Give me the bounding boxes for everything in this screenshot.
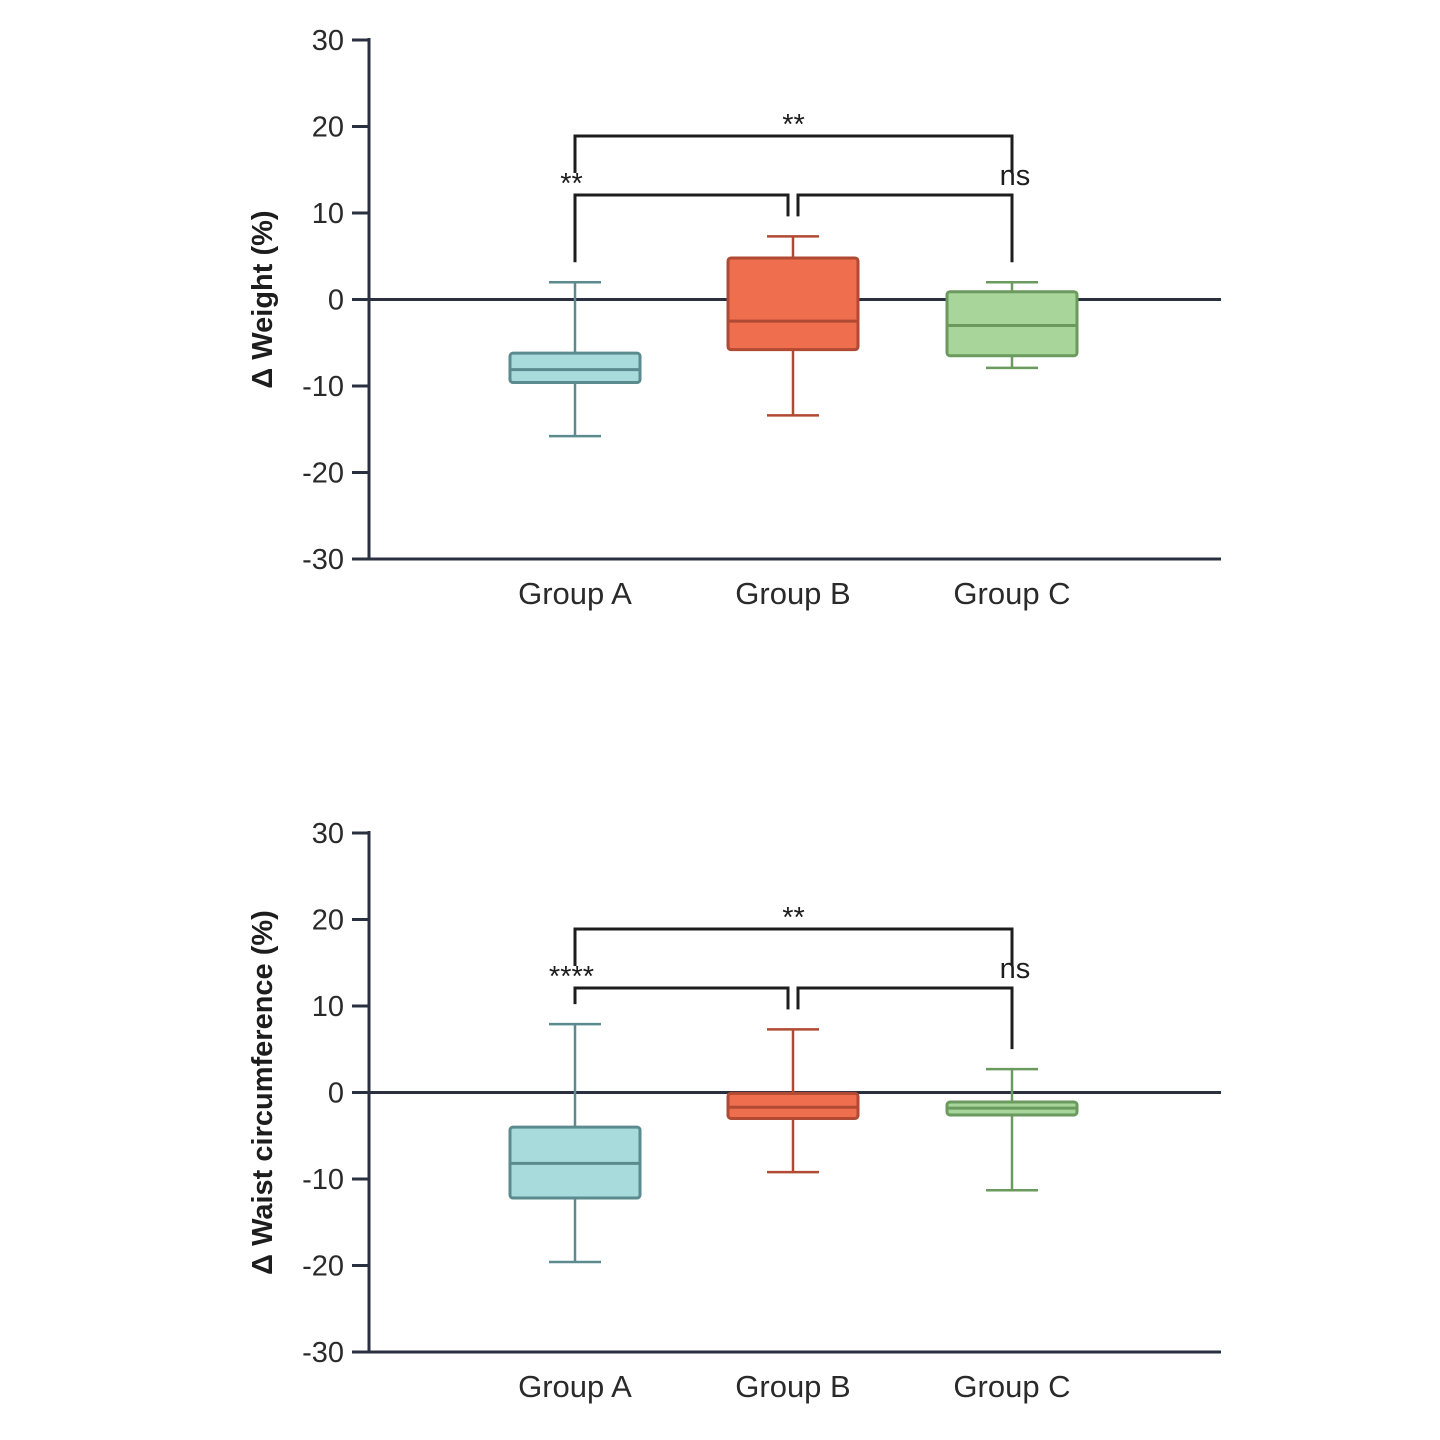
- y-tick-label: -10: [302, 371, 344, 403]
- y-tick-label: -10: [302, 1164, 344, 1196]
- box-group-c: [945, 1067, 1079, 1192]
- y-tick-label: 20: [312, 112, 344, 144]
- y-axis-title: Δ Weight (%): [247, 210, 279, 388]
- significance-bracket: [573, 927, 1014, 966]
- x-category-label: Group B: [735, 576, 850, 611]
- significance-bracket: [796, 193, 1014, 263]
- chart-panel-2: 30 20 10 0 -10 -20 -30 Δ Waist circumference (%…: [247, 818, 1221, 1404]
- x-category-label: Group A: [518, 1369, 632, 1404]
- y-tick-label: 20: [312, 905, 344, 937]
- x-category-label: Group C: [953, 1369, 1070, 1404]
- significance-bracket: [573, 986, 790, 1010]
- y-tick-label: -30: [302, 544, 344, 576]
- x-category-label: Group B: [735, 1369, 850, 1404]
- y-tick-label: 10: [312, 991, 344, 1023]
- y-tick-label: -30: [302, 1337, 344, 1369]
- box-group-c: [945, 280, 1079, 370]
- x-category-label: Group A: [518, 576, 632, 611]
- significance-label: ns: [1000, 160, 1031, 192]
- significance-bracket: [573, 134, 1014, 173]
- significance-bracket: [796, 986, 1014, 1050]
- chart-panel-1: 30 20 10 0 -10 -20 -30 Δ Weight (%) Group A Group…: [247, 25, 1221, 611]
- significance-label: **: [782, 109, 805, 141]
- y-tick-label: -20: [302, 1251, 344, 1283]
- significance-label: ns: [1000, 953, 1031, 985]
- significance-label: **: [560, 168, 583, 200]
- y-tick-label: 10: [312, 198, 344, 230]
- y-tick-label: -20: [302, 458, 344, 490]
- significance-label: **: [782, 902, 805, 934]
- box-body: [726, 256, 860, 352]
- box-group-a: [508, 280, 642, 438]
- y-tick-label: 30: [312, 818, 344, 850]
- x-category-label: Group C: [953, 576, 1070, 611]
- significance-label: ****: [549, 961, 594, 993]
- y-axis-title: Δ Waist circumference (%): [247, 910, 279, 1275]
- y-tick-label: 0: [328, 1078, 344, 1110]
- y-tick-label: 0: [328, 285, 344, 317]
- box-group-a: [508, 1022, 642, 1264]
- box-group-b: [726, 235, 860, 417]
- significance-bracket: [573, 193, 790, 263]
- box-body: [508, 351, 642, 385]
- box-group-b: [726, 1028, 860, 1174]
- y-tick-label: 30: [312, 25, 344, 57]
- box-body: [945, 290, 1079, 358]
